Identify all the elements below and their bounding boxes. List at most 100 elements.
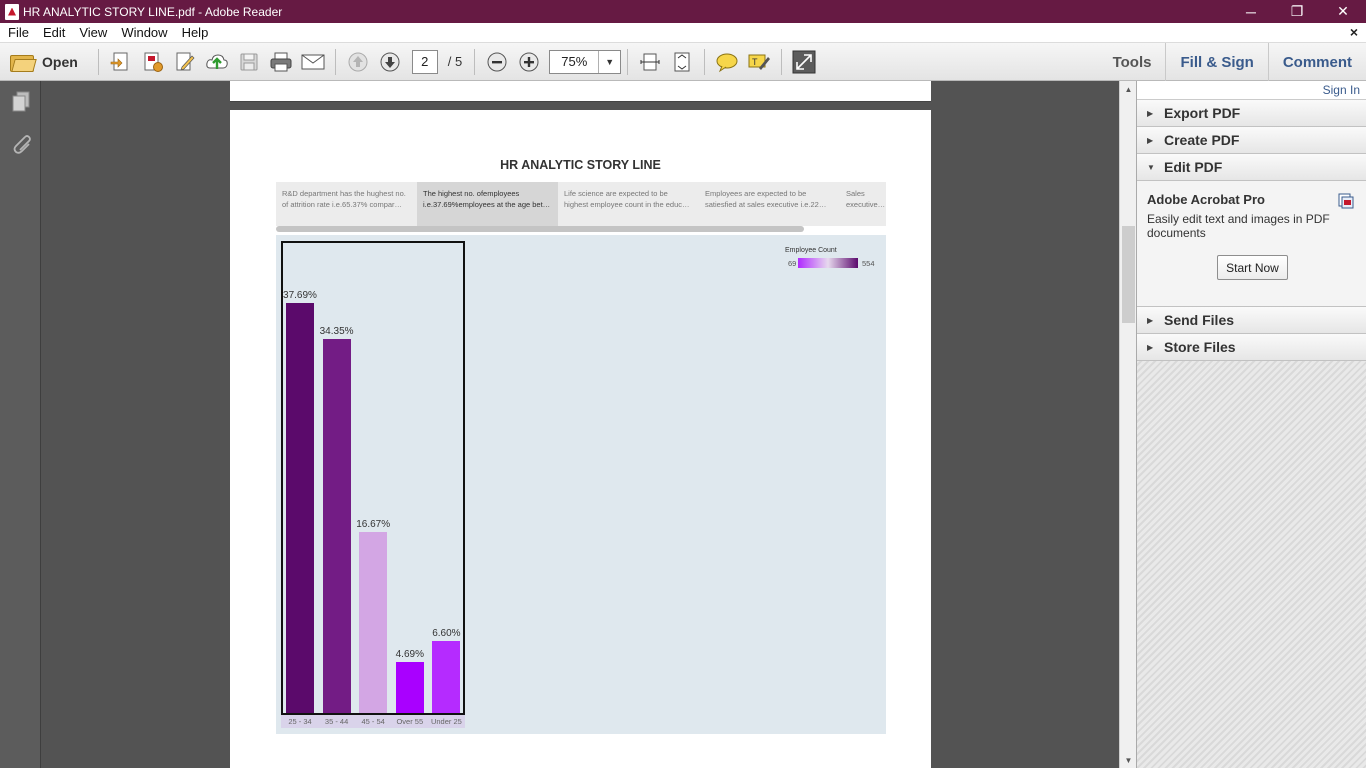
create-pdf-icon[interactable] <box>108 49 134 75</box>
toolbar-divider <box>781 48 783 75</box>
document-view[interactable]: HR ANALYTIC STORY LINE R&D department ha… <box>41 81 1119 768</box>
tools-pane: Sign In ▶ Export PDF ▶ Create PDF ▼ Edit… <box>1136 81 1366 768</box>
bar-under25[interactable] <box>432 641 461 713</box>
menu-help[interactable]: Help <box>181 25 209 40</box>
page-number-input[interactable]: 2 <box>411 49 438 74</box>
fit-width-icon[interactable] <box>637 49 663 75</box>
story-point-4[interactable]: Employees are expected to be satiesfied … <box>699 182 840 226</box>
menu-file[interactable]: File <box>8 25 29 40</box>
previous-page <box>230 81 931 102</box>
previous-page-icon[interactable] <box>345 49 371 75</box>
toolbar-divider <box>474 48 476 75</box>
fit-page-icon[interactable] <box>669 49 695 75</box>
zoom-select[interactable]: 75% ▼ <box>549 49 622 74</box>
expand-triangle-icon: ▶ <box>1147 108 1154 118</box>
legend-title: Employee Count <box>785 247 837 254</box>
sign-in-link[interactable]: Sign In <box>1137 81 1366 100</box>
minimize-button[interactable]: ─ <box>1246 3 1256 20</box>
edit-document-icon[interactable] <box>172 49 198 75</box>
bar-45-54[interactable] <box>359 531 388 713</box>
x-tick-label: 35 - 44 <box>324 717 349 726</box>
highlight-text-icon[interactable]: T <box>746 49 772 75</box>
email-icon[interactable] <box>300 49 326 75</box>
attachments-icon[interactable] <box>0 123 41 165</box>
open-label: Open <box>42 53 78 70</box>
page-total: / 5 <box>447 54 463 69</box>
data-label: 37.69% <box>283 290 317 302</box>
story-point-1[interactable]: R&D department has the hughest no. of at… <box>276 182 417 226</box>
x-tick-label: Under 25 <box>430 717 462 726</box>
print-icon[interactable] <box>268 49 294 75</box>
data-label: 4.69% <box>395 648 424 660</box>
toolbar-divider <box>704 48 706 75</box>
legend-min: 69 <box>788 259 797 268</box>
start-now-button[interactable]: Start Now <box>1217 255 1288 280</box>
adobe-reader-icon <box>5 3 19 20</box>
edit-pdf-panel[interactable]: ▼ Edit PDF <box>1137 154 1366 181</box>
comment-tab[interactable]: Comment <box>1267 43 1366 81</box>
svg-text:T: T <box>752 57 758 67</box>
scroll-down-icon[interactable]: ▼ <box>1124 755 1133 765</box>
menu-bar: File Edit View Window Help × <box>0 23 1366 43</box>
upload-cloud-icon[interactable] <box>204 49 230 75</box>
acrobat-pro-icon <box>1338 193 1354 209</box>
zoom-in-icon[interactable] <box>516 49 542 75</box>
export-pdf-panel[interactable]: ▶ Export PDF <box>1137 100 1366 127</box>
store-files-panel[interactable]: ▶ Store Files <box>1137 334 1366 361</box>
pdf-page: HR ANALYTIC STORY LINE R&D department ha… <box>230 110 931 768</box>
acrobat-pro-description: Easily edit text and images in PDF docum… <box>1147 212 1330 240</box>
menu-window[interactable]: Window <box>121 25 168 40</box>
story-point-2[interactable]: The highest no. ofemployees i.e.37.69%em… <box>417 182 558 226</box>
open-button[interactable]: Open <box>10 53 78 72</box>
expand-triangle-icon: ▶ <box>1147 135 1154 145</box>
panel-label: Edit PDF <box>1164 159 1223 175</box>
story-point-3[interactable]: Life science are expected to be highest … <box>558 182 699 226</box>
combine-files-icon[interactable] <box>140 49 166 75</box>
full-screen-icon[interactable] <box>791 49 817 75</box>
legend-gradient <box>798 258 858 268</box>
toolbar-divider <box>334 48 336 75</box>
story-point-navigator: R&D department has the hughest no. of at… <box>276 182 886 226</box>
navigation-pane <box>0 81 41 768</box>
x-axis-band <box>281 715 465 728</box>
save-icon[interactable] <box>236 49 262 75</box>
age-group-chart-area: 37.69% 34.35% 16.67% 4.69% 6.60% 25 - 34 35 -… <box>276 235 886 734</box>
fill-sign-tab[interactable]: Fill & Sign <box>1165 43 1267 81</box>
panel-label: Store Files <box>1164 339 1236 355</box>
restore-button[interactable]: ❐ <box>1290 3 1304 19</box>
zoom-out-icon[interactable] <box>484 49 510 75</box>
close-button[interactable]: ✕ <box>1337 3 1349 19</box>
x-tick-label: Over 55 <box>396 717 424 726</box>
bar-35-44[interactable] <box>322 339 351 713</box>
chevron-down-icon[interactable]: ▼ <box>598 50 620 73</box>
x-tick-label: 25 - 34 <box>288 717 312 726</box>
menu-edit[interactable]: Edit <box>42 25 66 40</box>
sticky-note-icon[interactable] <box>714 49 740 75</box>
expand-triangle-icon: ▶ <box>1147 315 1154 325</box>
title-bar: HR ANALYTIC STORY LINE.pdf - Adobe Reade… <box>0 0 1366 23</box>
page-thumbnails-icon[interactable] <box>0 81 41 123</box>
menu-view[interactable]: View <box>79 25 108 40</box>
tools-tab[interactable]: Tools <box>1112 53 1152 71</box>
scroll-thumb[interactable] <box>1122 226 1135 323</box>
next-page-icon[interactable] <box>377 49 403 75</box>
bar-over55[interactable] <box>395 661 424 713</box>
acrobat-pro-title: Adobe Acrobat Pro <box>1147 192 1265 207</box>
toolbar-divider <box>97 48 99 75</box>
story-point-5[interactable]: Sales executive… <box>840 182 886 226</box>
close-document-icon[interactable]: × <box>1349 24 1358 40</box>
zoom-value: 75% <box>561 54 588 69</box>
create-pdf-panel[interactable]: ▶ Create PDF <box>1137 127 1366 154</box>
legend-max: 554 <box>862 259 875 268</box>
story-title: HR ANALYTIC STORY LINE <box>500 158 661 172</box>
bar-25-34[interactable] <box>286 303 314 713</box>
edit-pdf-content: Adobe Acrobat Pro Easily edit text and i… <box>1137 181 1366 307</box>
toolbar-divider <box>627 48 629 75</box>
vertical-scrollbar[interactable]: ▲ ▼ <box>1119 81 1136 768</box>
expand-triangle-icon: ▶ <box>1147 342 1154 352</box>
story-scrollbar[interactable] <box>276 226 804 232</box>
collapse-triangle-icon: ▼ <box>1147 162 1155 172</box>
scroll-up-icon[interactable]: ▲ <box>1124 84 1133 94</box>
panel-label: Send Files <box>1164 312 1235 328</box>
send-files-panel[interactable]: ▶ Send Files <box>1137 307 1366 334</box>
